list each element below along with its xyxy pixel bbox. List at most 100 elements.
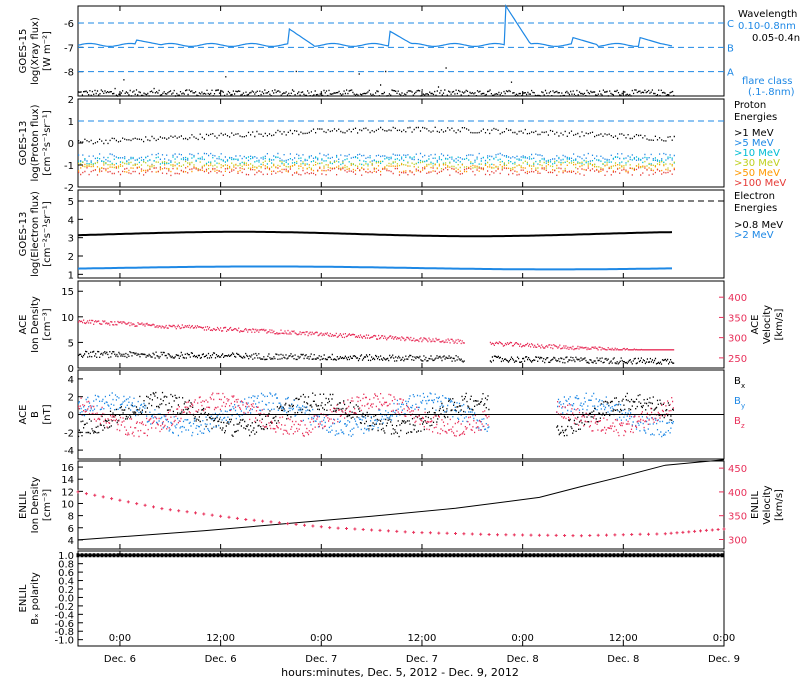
y-tick-label: 14 (61, 475, 74, 486)
y-tick-label: 8 (68, 512, 74, 523)
legend-title: Energies (734, 112, 777, 123)
y-axis-label: ACE (18, 405, 29, 425)
y-tick-label: 1 (68, 117, 74, 128)
panel-frame (77, 460, 725, 550)
y2-axis-label: Velocity (762, 485, 773, 524)
x-tick-label: 12:00 (609, 633, 638, 644)
panel-6: 1.00.80.60.40.20.0-0.2-0.4-0.6-0.8-1.0 EN… (18, 550, 725, 647)
y-axis-label: log(Xray flux) (30, 17, 41, 85)
series-ion-density (78, 350, 675, 365)
panels: -6 -7 -8 GOES-15 log(Xray flux) [W m⁻²] Wavele… (18, 4, 800, 647)
series-group (77, 230, 673, 271)
x-axis-caption: hours:minutes, Dec. 5, 2012 - Dec. 9, 20… (281, 666, 519, 679)
panel-frame (77, 5, 725, 97)
x-axis: 0:00 Dec. 6 12:00 Dec. 6 0:00 Dec. 7 12:00 Dec.… (104, 633, 740, 665)
y2-axis-label: ACE (750, 315, 761, 335)
y-axis-label: GOES-15 (18, 29, 29, 74)
legend-subscript: y (741, 402, 745, 410)
legend-title: Energies (734, 203, 777, 214)
y2-tick-label: 450 (728, 464, 747, 475)
panel-frame (77, 550, 725, 647)
flare-class-letter: A (727, 68, 734, 79)
series-proton (78, 160, 675, 170)
legend-item: 0.05-0.4nm (752, 33, 800, 44)
y-axis-label: Ion Density (30, 477, 41, 534)
y2-axis-label: [km/s] (774, 489, 785, 521)
series-proton (78, 163, 675, 173)
x-tick-label: 12:00 (408, 633, 437, 644)
series-xray-long (77, 4, 673, 48)
y-tick-label: -0.2 (54, 602, 74, 613)
y-axis-label: log(Proton flux) (30, 104, 41, 181)
y-tick-label: 0.8 (58, 560, 74, 571)
y-axis-label: ACE (18, 315, 29, 335)
legend-item: (.1-.8nm) (748, 87, 795, 98)
y2-axis-label: [km/s] (774, 308, 785, 340)
y-axis-label: B (30, 411, 41, 418)
panel-frame (77, 280, 725, 369)
y-tick-label: 0 (68, 139, 74, 150)
legend-subscript: z (741, 422, 745, 430)
legend-item: >2 MeV (734, 230, 774, 241)
legend-title: Wavelength (738, 9, 797, 20)
y-tick-label: 15 (61, 287, 74, 298)
y2-tick-label: 400 (728, 293, 747, 304)
y-tick-label: -1 (64, 161, 74, 172)
y-tick-label: -2 (64, 428, 74, 439)
legend-item: >1 MeV (734, 128, 774, 139)
panel-2: 5 4 3 2 1 GOES-13 log(Electron flux) [cm⁻²s⁻¹sr… (18, 189, 783, 281)
legend-item: >0.8 MeV (734, 220, 783, 231)
y-tick-label: 3 (68, 234, 74, 245)
y-axis-label: [cm⁻³] (42, 308, 53, 340)
series-proton (78, 167, 675, 177)
y-tick-label: 10 (61, 499, 74, 510)
y-axis-label: GOES-13 (18, 121, 29, 166)
y-tick-label: 0.6 (58, 568, 74, 579)
y2-tick-label: 400 (728, 488, 747, 499)
y-tick-label: 4 (68, 536, 74, 547)
y2-tick-label: 300 (728, 535, 747, 546)
legend-item: B (734, 416, 741, 427)
series-velocity (78, 319, 675, 351)
y-tick-label: 0.0 (58, 593, 74, 604)
y-tick-label: -1.0 (54, 636, 74, 647)
y-axis-label: log(Electron flux) (30, 191, 41, 277)
series-enlil-velocity (76, 490, 726, 538)
x-tick-day-label: Dec. 6 (104, 654, 136, 665)
y-tick-label: 16 (61, 463, 74, 474)
y-tick-label: 0 (68, 411, 74, 422)
y2-tick-label: 250 (728, 354, 747, 365)
series-enlil-density (77, 459, 725, 541)
y-tick-label: 2 (68, 95, 74, 106)
y-tick-label: -2 (64, 183, 74, 194)
legend-title: Electron (734, 191, 775, 202)
series-b-component (78, 391, 674, 438)
y-tick-label: 0 (68, 364, 74, 375)
y-tick-label: 5 (68, 197, 74, 208)
legend-item: >50 MeV (734, 168, 780, 179)
y-axis-label: [W m⁻²] (42, 31, 53, 71)
legend-item: >100 MeV (734, 178, 786, 189)
legend-item: >10 MeV (734, 148, 780, 159)
x-tick-day-label: Dec. 6 (205, 654, 237, 665)
y-tick-label: -0.4 (54, 610, 74, 621)
y2-axis-label: ENLIL (750, 491, 761, 519)
y-tick-label: -6 (64, 19, 74, 30)
y-tick-label: 4 (68, 375, 74, 386)
x-tick-label: 0:00 (109, 633, 131, 644)
x-tick-label: 0:00 (310, 633, 332, 644)
y-tick-label: 2 (68, 393, 74, 404)
series-xray-short (78, 67, 675, 97)
series-b-component (78, 392, 674, 438)
legend-item: flare class (742, 76, 792, 87)
y2-axis-label: Velocity (762, 305, 773, 344)
y-tick-label: 12 (61, 487, 74, 498)
legend-item: 0.10-0.8nm (738, 21, 796, 32)
y-tick-label: 0.4 (58, 577, 74, 588)
x-tick-day-label: Dec. 7 (406, 654, 438, 665)
y-axis-label: ENLIL (18, 584, 29, 612)
y-tick-label: 1.0 (58, 551, 74, 562)
